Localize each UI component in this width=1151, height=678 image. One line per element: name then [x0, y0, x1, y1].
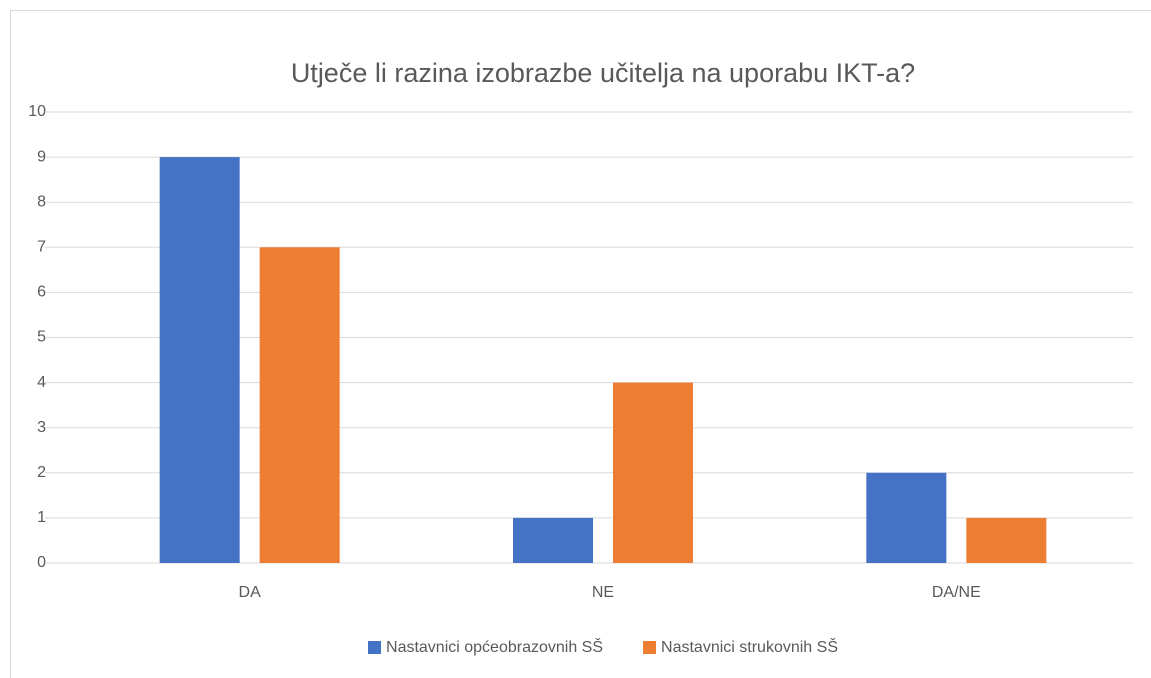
- y-tick-label: 5: [37, 329, 46, 346]
- y-tick-label: 10: [28, 103, 46, 120]
- legend-item: Nastavnici strukovnih SŠ: [643, 637, 838, 656]
- x-tick-label: DA/NE: [932, 584, 981, 601]
- legend-label: Nastavnici općeobrazovnih SŠ: [386, 637, 603, 656]
- bar: [159, 157, 240, 563]
- y-tick-label: 3: [37, 419, 46, 436]
- y-tick-label: 2: [37, 464, 46, 481]
- bar: [966, 517, 1047, 563]
- y-tick-label: 6: [37, 284, 46, 301]
- legend-swatch: [368, 641, 382, 654]
- x-tick-label: NE: [592, 584, 614, 601]
- y-tick-label: 4: [37, 374, 46, 391]
- bar: [866, 472, 947, 563]
- y-tick-label: 8: [37, 193, 46, 210]
- chart-title: Utječe li razina izobrazbe učitelja na u…: [291, 58, 915, 88]
- y-tick-label: 1: [37, 509, 46, 526]
- bar: [259, 247, 340, 564]
- y-tick-label: 7: [37, 239, 46, 256]
- y-tick-label: 9: [37, 148, 46, 165]
- legend-swatch: [643, 641, 657, 654]
- x-tick-label: DA: [239, 584, 262, 601]
- legend-item: Nastavnici općeobrazovnih SŠ: [368, 637, 603, 656]
- y-tick-label: 0: [37, 554, 46, 571]
- bar: [513, 517, 593, 563]
- bar: [613, 382, 693, 563]
- legend-label: Nastavnici strukovnih SŠ: [661, 637, 838, 656]
